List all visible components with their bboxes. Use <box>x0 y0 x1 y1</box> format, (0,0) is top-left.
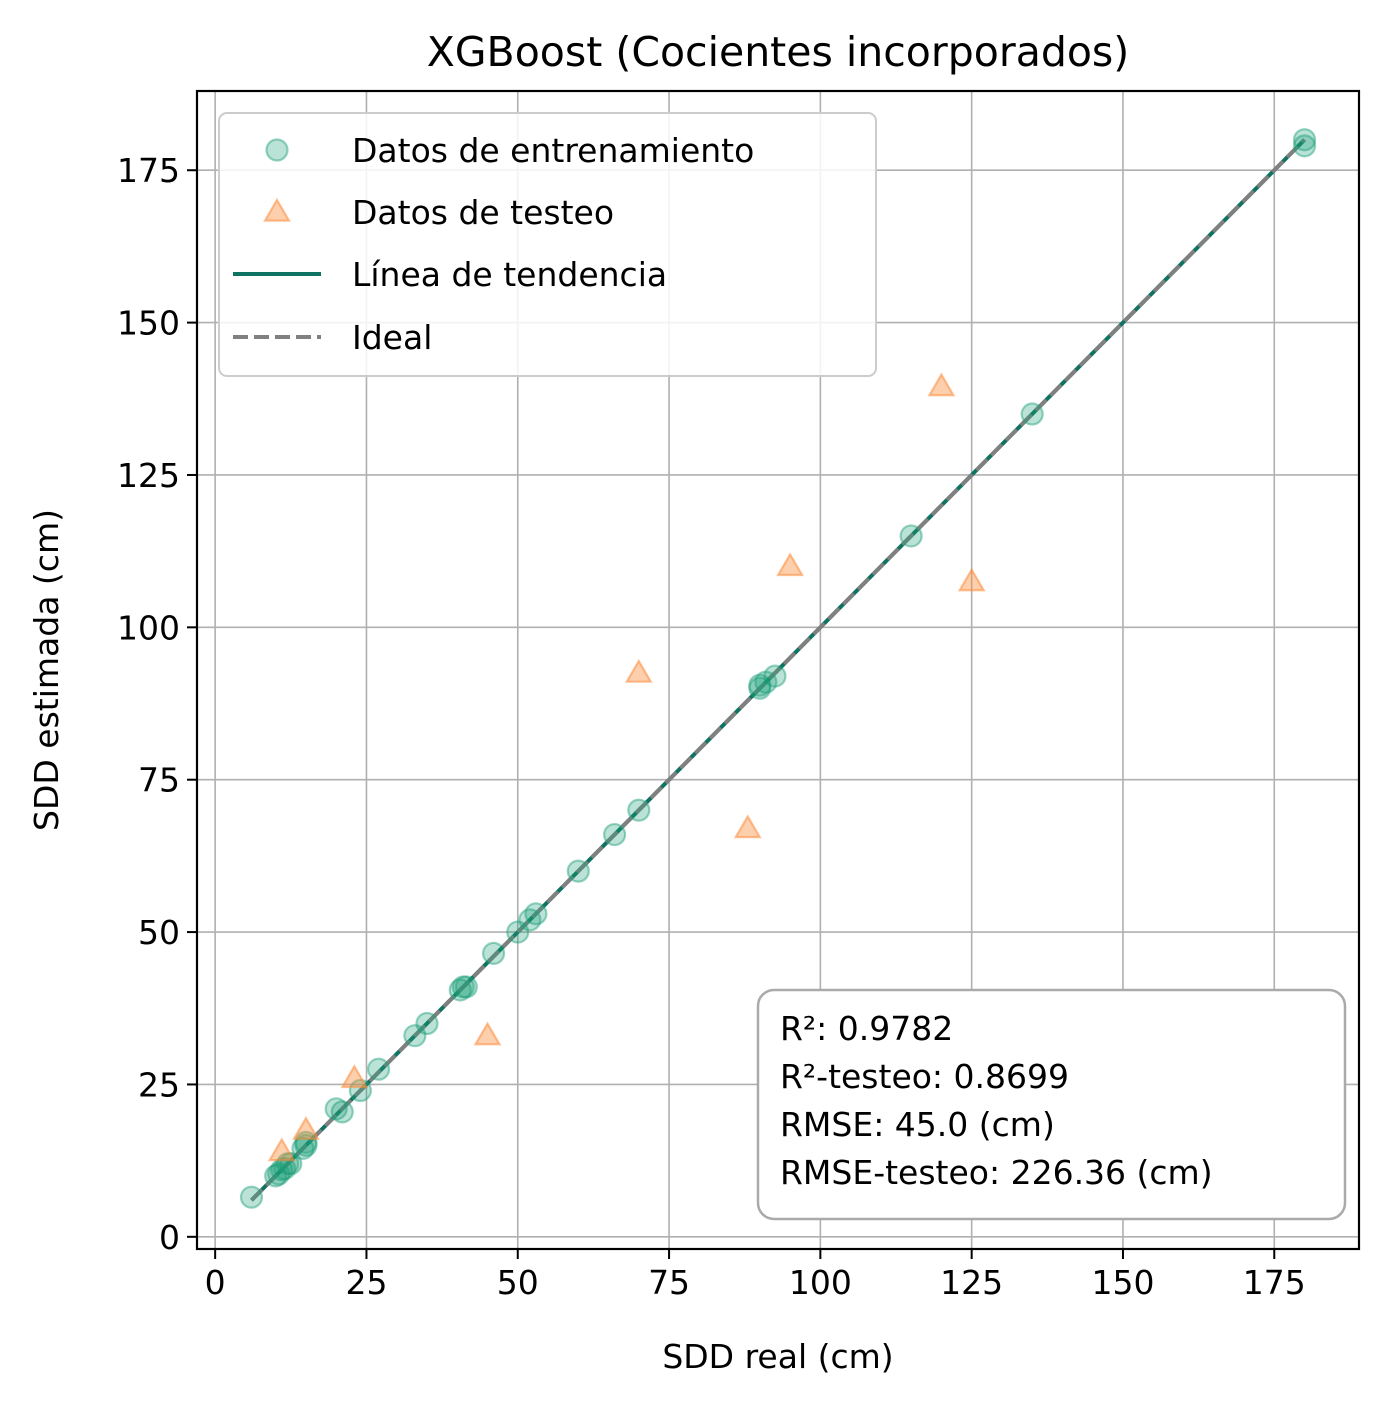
train-point <box>899 524 923 548</box>
lines-layer <box>250 138 1306 1202</box>
test-point <box>473 1021 502 1046</box>
train-point <box>627 798 651 822</box>
test-point <box>927 372 956 397</box>
legend-frame <box>218 112 877 377</box>
legend-label: Datos de testeo <box>352 193 614 232</box>
legend-label: Ideal <box>352 318 432 357</box>
y-tick-label: 50 <box>138 913 180 952</box>
x-tick-label: 25 <box>345 1263 387 1302</box>
y-tick-label: 150 <box>117 304 180 343</box>
y-axis-label: SDD estimada (cm) <box>27 509 66 831</box>
test-point <box>776 552 805 577</box>
train-point <box>403 1024 427 1048</box>
points-layer <box>239 128 1317 1209</box>
test-point <box>957 567 986 592</box>
metrics-frame <box>756 988 1347 1221</box>
train-point <box>602 822 627 847</box>
metrics-box: R²: 0.9782 R²-testeo: 0.8699 RMSE: 45.0 (c… <box>756 988 1347 1221</box>
train-point <box>273 1156 297 1181</box>
train-point <box>754 670 778 694</box>
x-tick-label: 125 <box>940 1263 1003 1302</box>
test-point <box>733 814 762 839</box>
test-point <box>267 1137 296 1162</box>
train-point <box>1292 134 1317 158</box>
y-tick-label: 100 <box>117 608 180 647</box>
train-point <box>566 859 590 883</box>
metrics-line: R²: 0.9782 <box>780 1009 953 1048</box>
train-point <box>454 975 478 999</box>
train-point <box>506 920 530 944</box>
train-point <box>239 1185 264 1209</box>
chart-title: XGBoost (Cocientes incorporados) <box>427 28 1130 76</box>
y-tick-label: 175 <box>117 151 180 190</box>
test-point <box>292 1115 320 1140</box>
train-point <box>518 908 542 932</box>
train-point <box>1020 402 1044 426</box>
x-tick-label: 150 <box>1091 1263 1154 1302</box>
legend: Datos de entrenamiento Datos de testeo Lín… <box>218 112 877 377</box>
x-tick-label: 0 <box>205 1263 226 1302</box>
train-point <box>366 1057 391 1081</box>
y-tick-label: 0 <box>159 1218 180 1257</box>
legend-marker-test <box>263 197 291 222</box>
y-tick-label: 125 <box>117 456 180 495</box>
train-point <box>748 673 772 697</box>
y-tick-label: 75 <box>138 761 180 800</box>
x-tick-label: 50 <box>497 1263 539 1302</box>
train-point <box>330 1100 354 1124</box>
train-point <box>763 664 787 688</box>
metrics-line: RMSE: 45.0 (cm) <box>780 1105 1055 1144</box>
train-point <box>415 1011 439 1036</box>
x-tick-label: 100 <box>789 1263 852 1302</box>
train-point <box>451 975 475 999</box>
test-point <box>624 658 653 683</box>
train-point <box>294 1133 318 1157</box>
train-point <box>524 902 548 926</box>
train-point <box>1292 128 1317 152</box>
x-tick-label: 175 <box>1243 1263 1306 1302</box>
train-point <box>748 676 772 700</box>
legend-label: Línea de tendencia <box>352 255 667 294</box>
legend-marker-train <box>265 138 289 162</box>
metrics-line: R²-testeo: 0.8699 <box>780 1057 1069 1096</box>
y-tick-label: 25 <box>138 1065 180 1104</box>
x-tick-label: 75 <box>648 1263 690 1302</box>
train-point <box>264 1164 288 1188</box>
train-point <box>294 1130 318 1154</box>
test-point <box>340 1064 369 1089</box>
train-point <box>481 941 506 966</box>
legend-label: Datos de entrenamiento <box>352 131 754 170</box>
train-point <box>448 978 472 1002</box>
train-point <box>324 1097 348 1121</box>
x-axis-label: SDD real (cm) <box>662 1337 893 1376</box>
axes-frame <box>195 89 1361 1251</box>
ticks-layer: 0 25 50 75 100 125 150 175 0 25 50 75 100 125 150 175 <box>117 151 1306 1302</box>
metrics-line: RMSE-testeo: 226.36 (cm) <box>780 1153 1213 1192</box>
train-point <box>267 1162 291 1186</box>
ideal-line <box>250 138 1306 1202</box>
